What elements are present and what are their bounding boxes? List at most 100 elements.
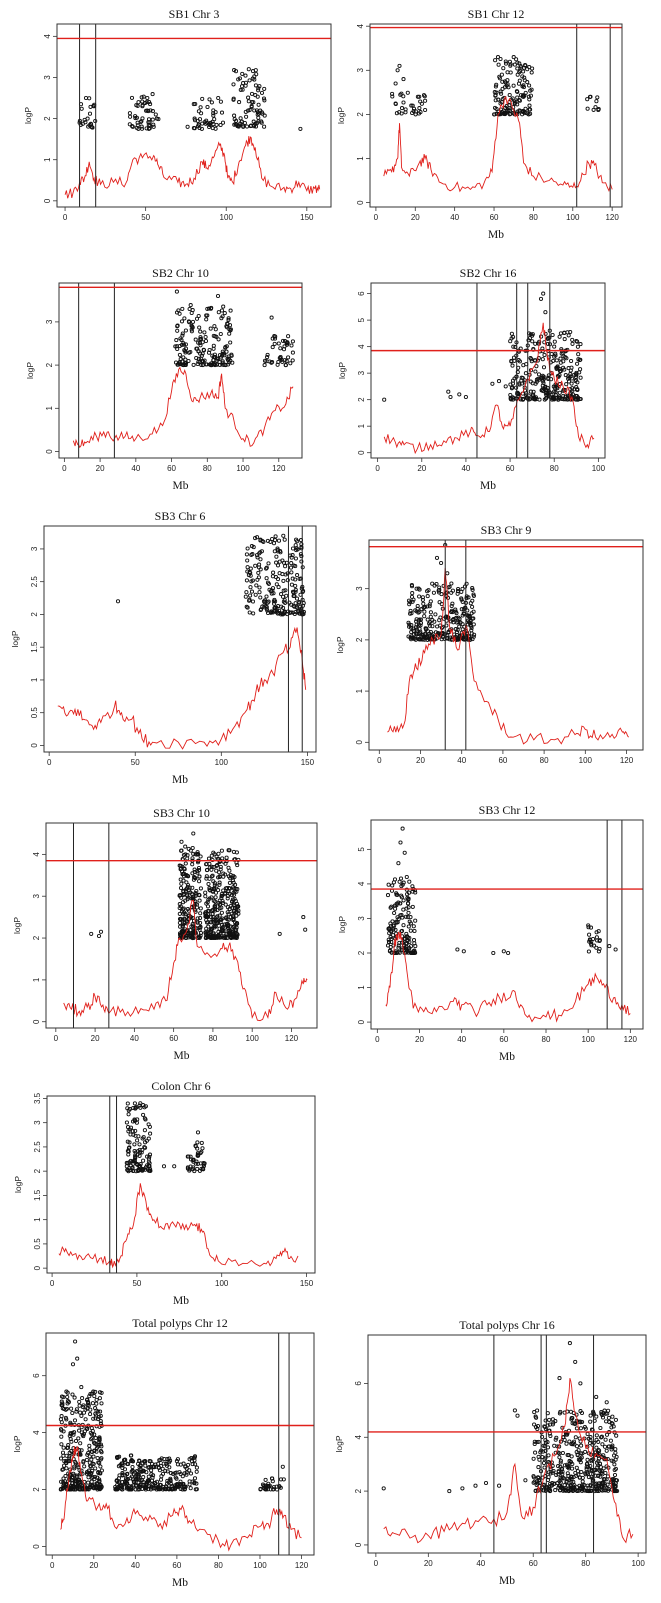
data-point	[407, 939, 412, 945]
data-point	[264, 605, 269, 610]
data-point	[430, 633, 435, 638]
data-point	[596, 1439, 601, 1444]
data-point	[209, 874, 214, 879]
data-point	[446, 389, 451, 394]
x-tick-label: 20	[416, 756, 425, 765]
data-point	[193, 101, 198, 107]
data-point	[603, 1411, 608, 1416]
data-point	[255, 555, 260, 560]
data-point	[127, 1145, 132, 1150]
x-axis-label: Mb	[172, 1577, 188, 1589]
data-point	[574, 1465, 579, 1470]
data-point	[211, 333, 216, 338]
data-point	[59, 1394, 65, 1399]
data-point	[253, 93, 258, 98]
data-point	[190, 1167, 195, 1172]
data-point	[158, 1477, 164, 1482]
data-point	[558, 1460, 563, 1465]
data-point	[214, 358, 219, 363]
data-point	[74, 1479, 79, 1484]
data-point	[275, 563, 281, 568]
data-point	[409, 622, 414, 628]
data-point	[508, 392, 513, 398]
data-point	[180, 306, 185, 311]
data-point	[227, 880, 232, 885]
data-point	[209, 867, 214, 872]
data-point	[558, 356, 563, 361]
data-point	[463, 394, 468, 400]
data-point	[613, 1447, 618, 1452]
data-point	[450, 601, 455, 606]
data-point	[515, 72, 520, 77]
data-point	[177, 905, 182, 911]
plot-area	[46, 823, 317, 1028]
data-point	[448, 394, 453, 400]
data-point	[244, 578, 249, 583]
data-point	[132, 1101, 137, 1106]
data-point	[567, 1341, 572, 1346]
data-point	[415, 94, 420, 99]
data-point	[576, 1488, 581, 1493]
x-tick-label: 20	[415, 1035, 424, 1044]
data-point	[198, 356, 203, 361]
data-point	[134, 1483, 139, 1488]
data-point	[604, 1419, 609, 1424]
data-point	[577, 1475, 582, 1480]
data-point	[139, 1478, 145, 1483]
data-point	[228, 903, 233, 909]
data-point	[403, 914, 408, 919]
data-point	[575, 339, 580, 344]
plot-area	[369, 540, 643, 750]
data-point	[499, 100, 504, 105]
y-tick-label: 5	[357, 847, 366, 852]
data-point	[274, 554, 279, 559]
data-point	[398, 876, 404, 881]
data-point	[137, 1465, 142, 1470]
data-point	[131, 1105, 136, 1111]
data-point	[134, 1161, 139, 1166]
data-point	[204, 914, 209, 919]
data-point	[92, 1394, 97, 1399]
data-point	[530, 66, 535, 71]
data-point	[256, 86, 261, 91]
data-point	[228, 340, 233, 345]
data-point	[594, 1394, 599, 1399]
data-point	[146, 117, 152, 122]
data-point	[289, 343, 294, 348]
data-point	[163, 1468, 168, 1473]
data-point	[273, 334, 278, 339]
data-point	[93, 1416, 98, 1421]
data-point	[554, 1472, 559, 1478]
data-point	[533, 1425, 539, 1430]
data-point	[196, 865, 202, 871]
data-point	[403, 946, 408, 951]
data-point	[115, 1478, 120, 1484]
data-point	[399, 91, 404, 96]
data-point	[278, 550, 283, 555]
data-point	[538, 1450, 543, 1455]
data-point	[579, 1443, 584, 1448]
data-point	[512, 100, 517, 105]
x-tick-label: 60	[490, 213, 499, 222]
data-point	[460, 613, 465, 618]
data-point	[180, 331, 185, 336]
data-point	[197, 898, 202, 903]
data-point	[382, 397, 387, 402]
data-point	[585, 97, 590, 102]
data-point	[588, 1419, 593, 1424]
plot-frame	[370, 819, 644, 1030]
data-point	[176, 1484, 181, 1489]
data-point	[421, 601, 426, 606]
y-tick-label: 4	[354, 1434, 363, 1439]
data-point	[606, 1488, 611, 1493]
data-point	[397, 63, 402, 68]
data-point	[188, 303, 193, 308]
data-point	[125, 1125, 131, 1130]
data-point	[228, 924, 233, 929]
data-point	[282, 537, 287, 542]
data-point	[232, 113, 237, 118]
data-point	[130, 124, 135, 129]
